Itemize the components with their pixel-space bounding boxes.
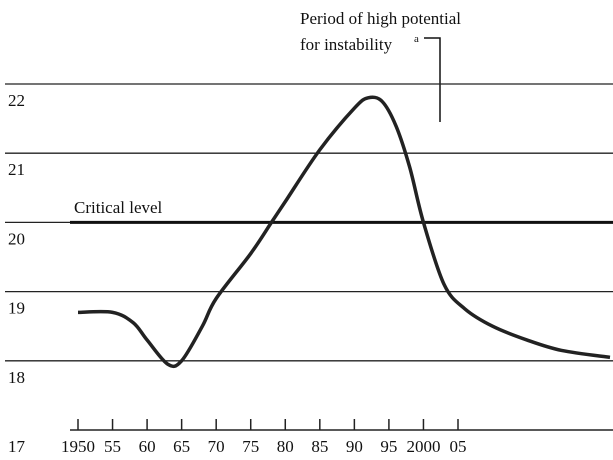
y-tick-label: 21 [8,160,25,179]
annotation: for instability [300,35,393,54]
x-tick-label: 70 [208,437,225,456]
x-tick-label: 65 [173,437,190,456]
y-tick-label: 18 [8,368,25,387]
x-tick-label: 90 [346,437,363,456]
y-tick-label: 22 [8,91,25,110]
y-tick-label: 17 [8,437,26,456]
y-tick-label: 20 [8,229,25,248]
y-tick-label: 19 [8,299,25,318]
x-tick-label: 55 [104,437,121,456]
footnote-marker: a [414,33,419,45]
critical-label: Critical level [74,198,163,217]
x-tick-label: 60 [139,437,156,456]
x-tick-label: 1950 [61,437,95,456]
leader-line [424,37,441,122]
x-tick-label: 2000 [406,437,440,456]
x-tick-label: 80 [277,437,294,456]
x-tick-label: 85 [311,437,328,456]
annotation: Period of high potential [300,9,461,28]
x-tick-label: 05 [450,437,467,456]
x-tick-label: 95 [380,437,397,456]
x-tick-label: 75 [242,437,259,456]
data-line [77,95,611,369]
